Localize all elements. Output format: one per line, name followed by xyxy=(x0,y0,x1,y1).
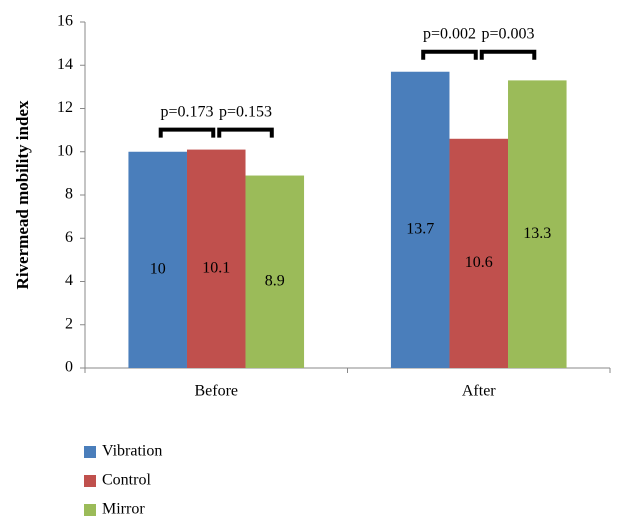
legend-swatch xyxy=(84,475,96,487)
annotation: p=0.173 xyxy=(160,103,213,120)
y-tick-label: 10 xyxy=(57,142,73,159)
annotation: p=0.153 xyxy=(219,103,272,120)
bar xyxy=(508,80,567,368)
bar xyxy=(390,71,450,369)
bar xyxy=(186,149,246,368)
data-label: 13.7 xyxy=(406,221,434,238)
y-tick-label: 6 xyxy=(65,229,73,246)
legend-label: Vibration xyxy=(102,443,162,460)
data-label: 13.3 xyxy=(523,225,551,242)
annotation: p=0.003 xyxy=(482,25,535,42)
legend-swatch xyxy=(84,504,96,516)
significance-bracket xyxy=(158,127,216,138)
bar xyxy=(245,175,305,368)
y-axis-label: Rivermead mobility index xyxy=(13,100,32,289)
significance-bracket xyxy=(479,49,537,60)
data-label: 10.1 xyxy=(202,259,230,276)
data-label: 10 xyxy=(150,261,166,278)
y-tick-label: 0 xyxy=(65,359,73,376)
bar xyxy=(128,151,187,368)
data-label: 10.6 xyxy=(465,254,493,271)
y-tick-label: 16 xyxy=(57,13,73,30)
legend-label: Mirror xyxy=(102,501,145,518)
data-label: 8.9 xyxy=(265,272,285,289)
x-tick-label: After xyxy=(462,383,496,400)
significance-bracket xyxy=(217,127,274,138)
annotation: p=0.002 xyxy=(423,25,476,42)
y-tick-label: 8 xyxy=(65,186,73,203)
y-tick-label: 14 xyxy=(57,56,73,73)
y-tick-label: 12 xyxy=(57,99,73,116)
y-tick-label: 4 xyxy=(65,272,73,289)
legend-swatch xyxy=(84,446,96,458)
x-tick-label: Before xyxy=(194,383,238,400)
legend-label: Control xyxy=(102,472,151,489)
y-tick-label: 2 xyxy=(65,315,73,332)
bar xyxy=(449,138,509,368)
significance-bracket xyxy=(421,49,478,60)
